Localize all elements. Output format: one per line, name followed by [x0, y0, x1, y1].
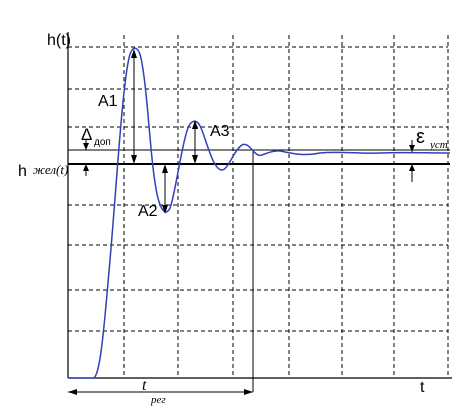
eps-arrowhead-upper: [409, 145, 415, 152]
x-axis-label: t: [420, 379, 425, 396]
a2-arrowhead-bottom: [162, 205, 168, 214]
delta-arrowhead-lower: [83, 164, 89, 171]
a2-label: A2: [138, 203, 158, 220]
delta-arrowhead-upper: [83, 143, 89, 150]
t-reg-label: t: [142, 377, 147, 394]
a2-arrowhead-top: [162, 164, 168, 173]
response-curve: [68, 47, 451, 379]
grid: [68, 35, 449, 377]
a1-arrowhead-top: [131, 49, 137, 58]
eps-arrowhead-lower: [409, 164, 415, 171]
t-reg-arrowhead-right: [244, 389, 253, 395]
a3-label: A3: [210, 123, 230, 140]
h-label: h: [18, 163, 27, 180]
t-reg-subscript: рег: [150, 394, 166, 406]
t-reg-arrowhead-left: [68, 389, 77, 395]
a1-label: A1: [98, 93, 118, 110]
h-subscript: жел(t): [33, 162, 68, 177]
delta-label: Δ: [81, 125, 92, 144]
delta-subscript: доп: [94, 137, 111, 148]
eps-subscript: уст: [429, 139, 448, 151]
eps-label: ε: [416, 126, 425, 148]
a3-arrowhead-bottom: [192, 155, 198, 164]
y-axis-label: h(t): [47, 32, 71, 49]
a3-arrowhead-top: [192, 120, 198, 129]
a1-arrowhead-bottom: [131, 155, 137, 164]
